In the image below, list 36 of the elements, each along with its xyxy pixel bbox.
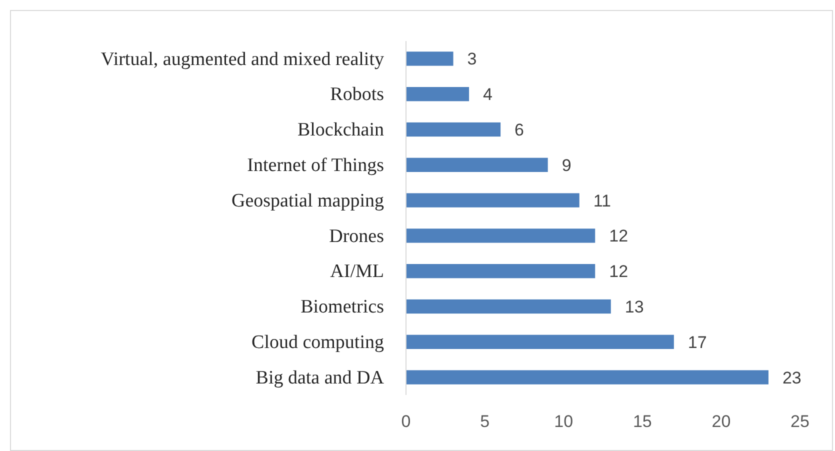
data-label: 12 bbox=[609, 226, 628, 246]
y-tick-label: Blockchain bbox=[297, 120, 384, 141]
y-tick-label: Virtual, augmented and mixed reality bbox=[100, 48, 384, 70]
x-tick-label: 0 bbox=[401, 412, 411, 432]
bar bbox=[406, 122, 501, 137]
x-tick-label: 15 bbox=[632, 412, 652, 432]
data-label: 17 bbox=[688, 332, 707, 352]
data-label: 4 bbox=[483, 85, 493, 104]
y-tick-label: Robots bbox=[330, 84, 384, 106]
bar bbox=[406, 158, 548, 172]
y-tick-label: Cloud computing bbox=[252, 332, 384, 353]
bar bbox=[406, 52, 454, 66]
bar bbox=[406, 228, 596, 243]
data-label: 9 bbox=[562, 156, 572, 175]
data-label: 13 bbox=[624, 297, 644, 316]
y-tick-label: Biometrics bbox=[300, 296, 384, 318]
x-tick-label: 20 bbox=[712, 412, 731, 432]
x-tick-label: 5 bbox=[480, 412, 490, 432]
bar bbox=[406, 193, 580, 208]
data-label: 6 bbox=[514, 120, 524, 140]
bar bbox=[406, 370, 768, 384]
y-tick-label: AI/ML bbox=[330, 261, 384, 282]
bar bbox=[406, 299, 611, 314]
data-label: 12 bbox=[609, 262, 628, 282]
x-tick-label: 10 bbox=[554, 412, 574, 432]
data-label: 3 bbox=[467, 50, 477, 69]
y-tick-label: Internet of Things bbox=[247, 154, 384, 176]
x-tick-label: 25 bbox=[790, 412, 810, 432]
data-label: 23 bbox=[782, 368, 802, 388]
bar bbox=[406, 264, 596, 278]
bar bbox=[406, 334, 674, 349]
y-tick-label: Drones bbox=[329, 226, 384, 247]
bar bbox=[406, 87, 470, 102]
y-tick-label: Big data and DA bbox=[256, 367, 384, 388]
y-tick-label: Geospatial mapping bbox=[232, 190, 384, 212]
data-label: 11 bbox=[593, 191, 612, 210]
